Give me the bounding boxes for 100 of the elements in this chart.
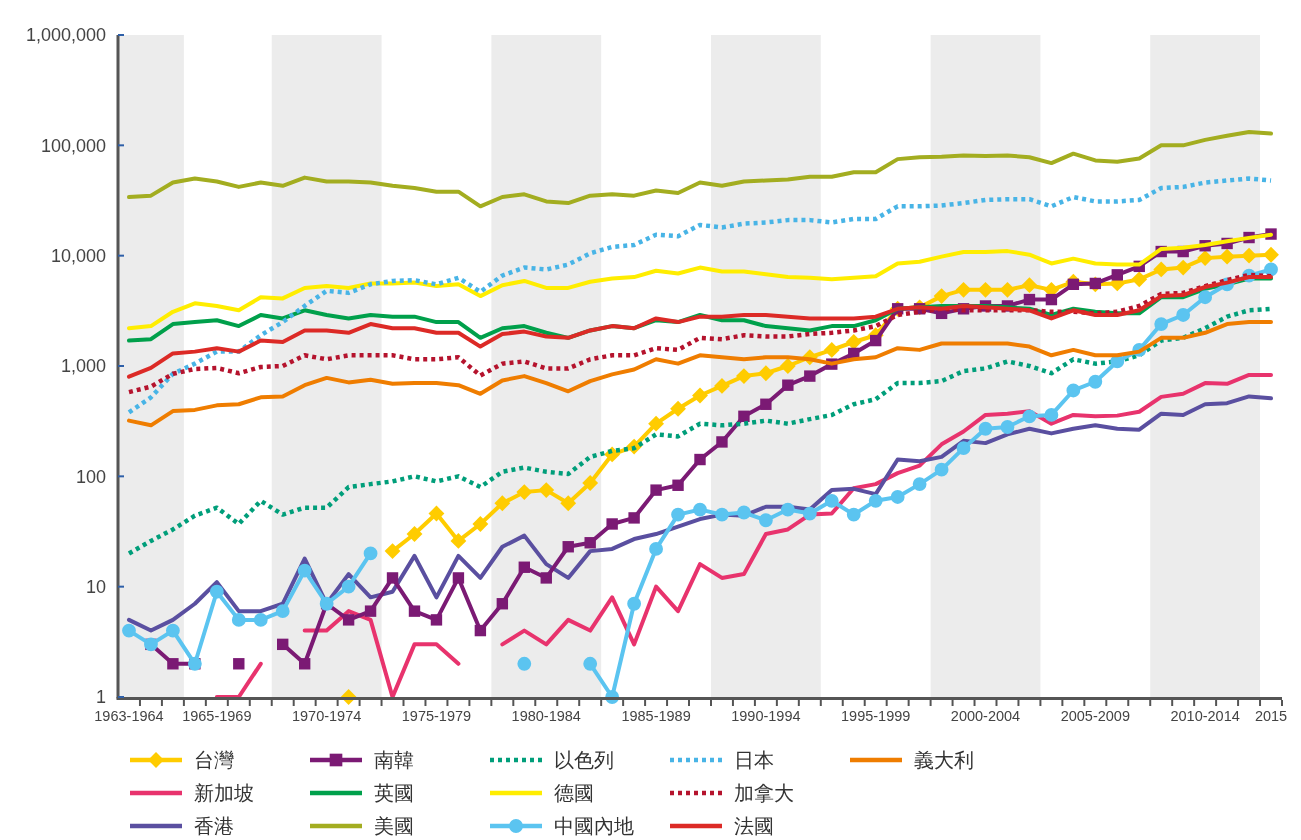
- point: [802, 506, 817, 521]
- y-tick-label: 10,000: [50, 245, 106, 266]
- point: [650, 484, 662, 496]
- y-tick-label: 100,000: [40, 135, 106, 156]
- point: [297, 563, 312, 578]
- point: [757, 365, 774, 382]
- point: [341, 579, 356, 594]
- point: [584, 537, 596, 549]
- line-series: [126, 320, 1274, 428]
- point: [714, 377, 730, 394]
- point: [233, 658, 245, 670]
- point: [583, 656, 598, 671]
- point: [1111, 269, 1123, 281]
- point: [386, 572, 399, 584]
- point: [846, 507, 861, 522]
- point: [738, 410, 750, 423]
- point: [606, 518, 618, 530]
- point: [824, 493, 839, 508]
- point: [540, 572, 552, 584]
- point: [496, 598, 509, 610]
- y-tick-label: 100: [75, 466, 106, 487]
- point: [518, 561, 530, 573]
- point: [582, 475, 599, 491]
- point: [517, 656, 532, 671]
- point: [1088, 374, 1103, 389]
- point: [736, 368, 752, 385]
- point: [452, 572, 465, 584]
- point: [364, 605, 377, 617]
- point: [628, 512, 640, 524]
- legend-label: 以色列: [554, 749, 614, 771]
- line-series: [126, 176, 1274, 415]
- point: [474, 624, 487, 637]
- legend-label: 新加坡: [194, 782, 254, 804]
- x-tick-label: 1990-1994: [731, 708, 801, 724]
- point: [977, 281, 994, 298]
- x-tick-label: 2005-2009: [1060, 708, 1130, 724]
- point: [1067, 278, 1080, 291]
- point: [450, 532, 467, 549]
- point: [1154, 317, 1169, 331]
- point: [933, 288, 950, 305]
- x-tick-label: 1963-1964: [94, 708, 164, 724]
- point: [649, 541, 663, 556]
- point: [715, 507, 729, 522]
- legend-label: 中國內地: [554, 815, 634, 837]
- point: [716, 436, 728, 448]
- point: [868, 493, 883, 508]
- point: [648, 415, 664, 432]
- point: [672, 479, 684, 491]
- point: [1045, 293, 1058, 306]
- y-tick-label: 1,000: [60, 356, 106, 377]
- point: [253, 612, 268, 627]
- point: [166, 623, 180, 638]
- point: [780, 502, 795, 517]
- point: [494, 495, 511, 512]
- point: [1022, 409, 1037, 424]
- point: [430, 614, 443, 626]
- point: [406, 526, 423, 542]
- y-tick-label: 1,000,000: [25, 25, 106, 46]
- point: [978, 421, 993, 436]
- point: [1175, 259, 1192, 276]
- point: [627, 596, 642, 611]
- point: [671, 507, 685, 522]
- point: [538, 482, 555, 499]
- x-tick-label: 1965-1969: [182, 708, 252, 724]
- point: [516, 484, 533, 500]
- line-series: [126, 394, 1274, 633]
- point: [693, 502, 707, 517]
- legend-label: 法國: [734, 815, 774, 837]
- point: [342, 614, 355, 626]
- legend-label: 香港: [194, 815, 234, 837]
- point: [758, 513, 773, 528]
- point: [1131, 271, 1148, 288]
- point: [737, 505, 751, 520]
- legend-label: 日本: [734, 749, 774, 771]
- point: [694, 453, 706, 466]
- x-tick-label: 1970-1974: [291, 708, 362, 724]
- point: [428, 505, 445, 522]
- legend-label: 美國: [374, 815, 414, 837]
- point: [1197, 250, 1214, 267]
- point: [1000, 420, 1015, 434]
- x-tick-label: 1975-1979: [401, 708, 472, 724]
- point: [1263, 246, 1279, 263]
- point: [122, 623, 136, 638]
- point: [1044, 408, 1059, 422]
- legend-label: 加拿大: [734, 782, 794, 804]
- point: [804, 370, 816, 382]
- legend-label: 南韓: [374, 749, 414, 771]
- point: [670, 400, 686, 417]
- point: [934, 462, 949, 477]
- point: [1023, 293, 1036, 306]
- point: [1153, 261, 1170, 278]
- x-tick-label: 2000-2004: [950, 708, 1021, 724]
- point: [956, 441, 971, 456]
- point: [1219, 248, 1236, 265]
- point: [167, 658, 179, 670]
- legend-label: 英國: [374, 782, 414, 804]
- point: [845, 334, 862, 350]
- point: [1066, 383, 1081, 398]
- point: [779, 358, 796, 374]
- point: [890, 490, 905, 504]
